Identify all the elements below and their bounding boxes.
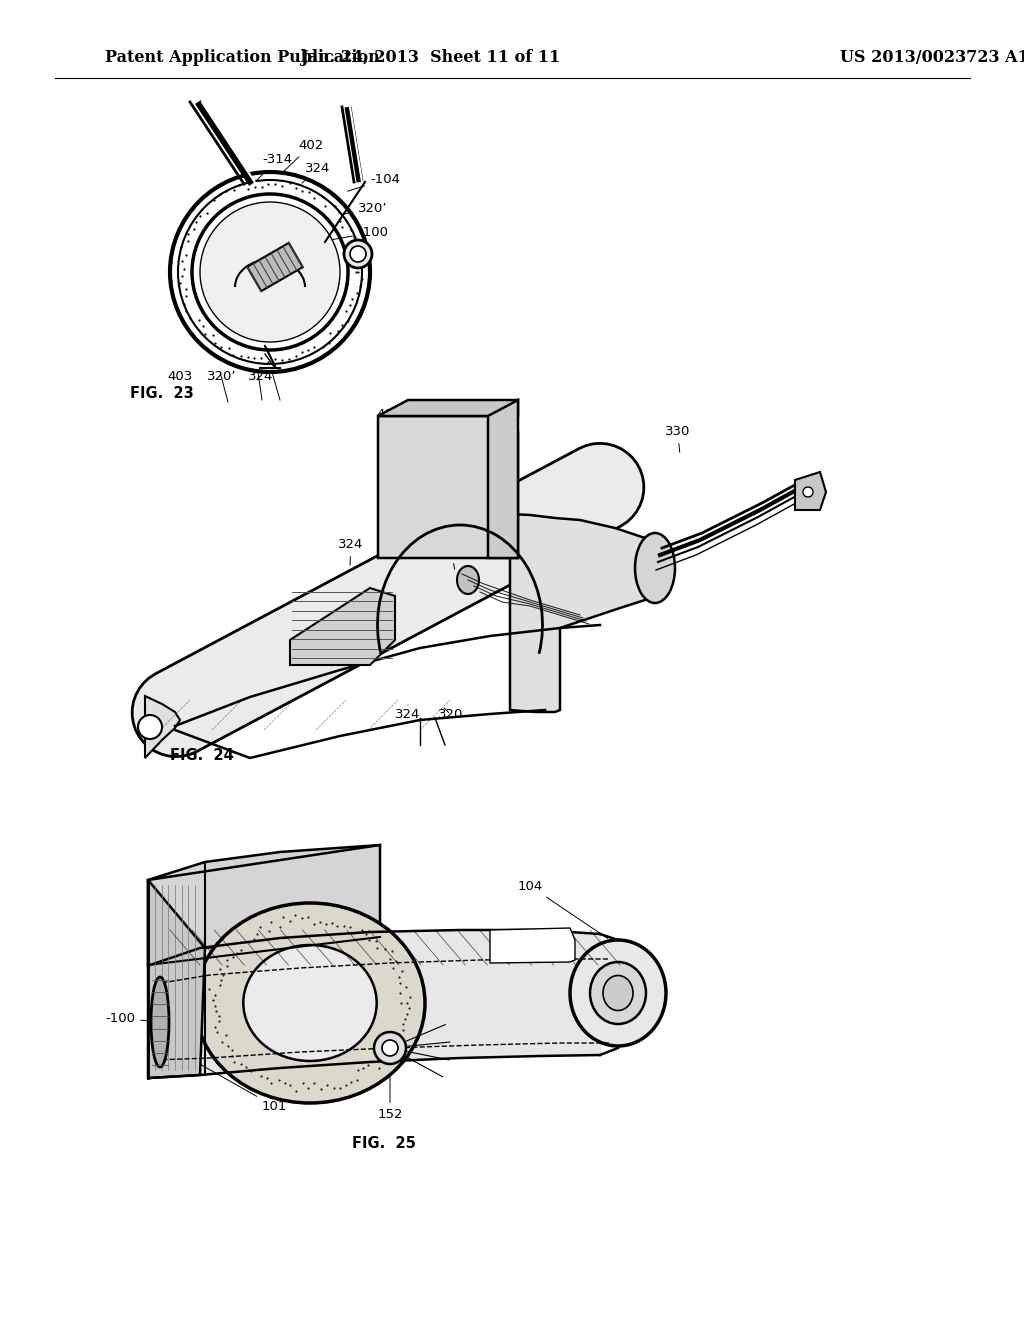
Polygon shape (510, 513, 668, 711)
Ellipse shape (151, 977, 169, 1067)
Ellipse shape (603, 975, 633, 1011)
Polygon shape (247, 243, 303, 292)
Polygon shape (488, 400, 518, 558)
Text: 330: 330 (537, 570, 565, 595)
Polygon shape (132, 444, 644, 756)
Polygon shape (795, 473, 826, 510)
Text: 400: 400 (376, 408, 401, 429)
Text: Patent Application Publication: Patent Application Publication (105, 49, 380, 66)
Text: 104: 104 (518, 880, 607, 939)
Ellipse shape (635, 533, 675, 603)
Circle shape (138, 715, 162, 739)
Ellipse shape (457, 566, 479, 594)
Polygon shape (148, 845, 380, 965)
Polygon shape (145, 696, 180, 758)
Ellipse shape (590, 962, 646, 1024)
Text: 324: 324 (395, 705, 421, 721)
Circle shape (382, 1040, 398, 1056)
Polygon shape (378, 416, 518, 558)
Text: FIG.  25: FIG. 25 (352, 1137, 416, 1151)
Polygon shape (148, 880, 205, 1078)
Text: -104: -104 (348, 173, 400, 191)
Ellipse shape (570, 940, 666, 1045)
Text: 324: 324 (338, 539, 364, 565)
Text: -100: -100 (105, 1012, 160, 1026)
Circle shape (803, 487, 813, 498)
Text: 101: 101 (177, 1051, 288, 1113)
Text: FIG.  23: FIG. 23 (130, 385, 194, 401)
Text: US 2013/0023723 A1: US 2013/0023723 A1 (840, 49, 1024, 66)
Text: Jan. 24, 2013  Sheet 11 of 11: Jan. 24, 2013 Sheet 11 of 11 (300, 49, 560, 66)
Text: -100: -100 (333, 226, 388, 239)
Ellipse shape (195, 903, 425, 1104)
Circle shape (201, 203, 339, 341)
Circle shape (374, 1032, 406, 1064)
Circle shape (344, 240, 372, 268)
Polygon shape (290, 587, 395, 665)
Text: -314: -314 (257, 153, 292, 180)
Text: 324: 324 (302, 162, 331, 183)
Ellipse shape (244, 945, 377, 1061)
Text: 320’: 320’ (207, 370, 237, 383)
Text: 320’: 320’ (437, 545, 467, 569)
Text: 320: 320 (438, 708, 464, 721)
Polygon shape (490, 928, 575, 964)
Text: 402: 402 (282, 139, 324, 173)
Text: FIG.  24: FIG. 24 (170, 748, 233, 763)
Circle shape (350, 246, 366, 261)
Text: 320’: 320’ (341, 202, 387, 215)
Text: 152: 152 (377, 1063, 402, 1121)
Text: 324’: 324’ (248, 370, 278, 383)
Text: 330: 330 (665, 425, 690, 453)
Text: 403: 403 (167, 370, 193, 383)
Polygon shape (378, 400, 518, 416)
